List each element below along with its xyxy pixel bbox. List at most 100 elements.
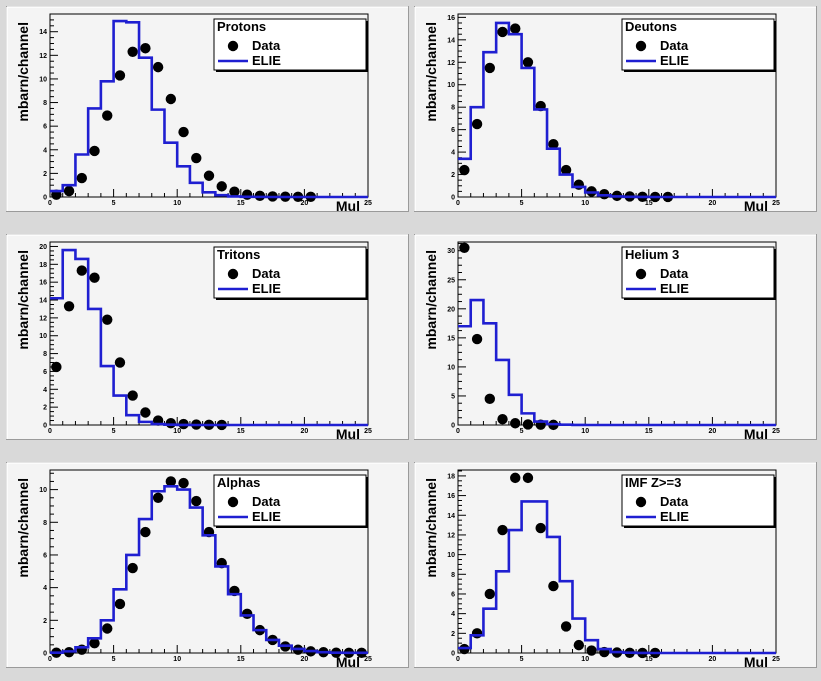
data-point <box>89 145 100 157</box>
y-tick-label: 6 <box>43 552 47 559</box>
y-tick-label: 30 <box>447 248 455 255</box>
x-axis-title: Mul <box>336 426 360 442</box>
y-tick-label: 4 <box>43 585 47 592</box>
data-point <box>497 26 508 38</box>
legend-title: Alphas <box>217 475 260 490</box>
data-point <box>114 357 126 368</box>
data-point <box>165 476 177 487</box>
data-point <box>140 526 151 538</box>
data-point <box>127 390 138 401</box>
legend-elie-label: ELIE <box>252 53 281 68</box>
x-tick-label: 20 <box>709 428 717 435</box>
data-point <box>510 472 521 484</box>
y-tick-label: 10 <box>447 82 455 89</box>
data-point <box>522 419 534 430</box>
legend-data-marker <box>227 268 239 280</box>
data-point <box>127 46 138 57</box>
y-tick-label: 10 <box>39 487 47 494</box>
x-tick-label: 25 <box>772 428 780 435</box>
x-tick-label: 10 <box>581 428 589 435</box>
x-tick-label: 10 <box>581 656 589 663</box>
y-tick-label: 8 <box>43 351 47 358</box>
data-point <box>178 477 189 489</box>
y-tick-label: 4 <box>451 150 455 157</box>
x-tick-label: 25 <box>772 656 780 663</box>
data-point <box>459 164 470 176</box>
y-tick-label: 4 <box>43 147 47 154</box>
y-tick-label: 20 <box>39 244 47 251</box>
y-tick-label: 6 <box>451 591 455 598</box>
data-point <box>76 172 88 184</box>
data-point <box>573 179 585 190</box>
data-point <box>471 118 483 130</box>
data-point <box>89 637 100 649</box>
data-point <box>89 272 100 283</box>
legend-title: Tritons <box>217 247 260 262</box>
data-point <box>510 418 521 429</box>
data-point <box>241 608 253 619</box>
x-tick-label: 0 <box>456 200 460 207</box>
y-tick-label: 2 <box>43 171 47 178</box>
data-point <box>229 186 240 197</box>
data-point <box>497 524 508 536</box>
legend-data-label: Data <box>660 38 689 53</box>
y-tick-label: 10 <box>39 333 47 340</box>
y-tick-label: 6 <box>451 127 455 134</box>
x-tick-label: 20 <box>709 656 717 663</box>
data-point <box>471 333 483 345</box>
y-tick-label: 8 <box>451 572 455 579</box>
y-tick-label: 0 <box>43 651 47 658</box>
data-point <box>63 301 75 312</box>
x-axis-title: Mul <box>744 426 768 442</box>
y-tick-label: 0 <box>43 195 47 202</box>
x-tick-label: 5 <box>520 200 524 207</box>
legend-title: Helium 3 <box>625 247 679 262</box>
data-point <box>471 628 483 639</box>
y-tick-label: 2 <box>451 631 455 638</box>
series-elie-line <box>50 485 368 655</box>
chart-panel-0: 0 2 4 6 8 10 12 14 0 5 10 15 20 25 Mul mbarn/channel Pro… <box>6 6 409 214</box>
y-axis-title: mbarn/channel <box>15 250 31 350</box>
y-tick-label: 10 <box>39 76 47 83</box>
x-tick-label: 5 <box>112 656 116 663</box>
data-point <box>535 522 546 534</box>
x-tick-label: 25 <box>364 200 372 207</box>
y-axis-title: mbarn/channel <box>15 22 31 122</box>
y-tick-label: 20 <box>447 306 455 313</box>
data-point <box>102 623 113 634</box>
legend-elie-label: ELIE <box>252 281 281 296</box>
y-tick-label: 2 <box>43 405 47 412</box>
data-point <box>459 242 470 254</box>
series-elie-line <box>458 298 776 427</box>
x-tick-label: 5 <box>112 200 116 207</box>
x-tick-label: 5 <box>520 656 524 663</box>
legend-title: Deutons <box>625 19 677 34</box>
y-tick-label: 6 <box>43 124 47 131</box>
x-tick-label: 15 <box>237 200 245 207</box>
legend-data-label: Data <box>252 494 281 509</box>
x-tick-label: 10 <box>173 200 181 207</box>
legend-title: IMF Z>=3 <box>625 475 681 490</box>
data-point <box>548 580 559 592</box>
x-tick-label: 20 <box>301 656 309 663</box>
x-tick-label: 0 <box>456 656 460 663</box>
y-tick-label: 14 <box>447 513 455 520</box>
x-tick-label: 15 <box>645 656 653 663</box>
x-tick-label: 25 <box>364 428 372 435</box>
data-point <box>560 164 572 176</box>
x-axis-title: Mul <box>744 198 768 214</box>
x-tick-label: 5 <box>520 428 524 435</box>
x-tick-label: 0 <box>48 200 52 207</box>
series-elie-line <box>458 21 776 199</box>
y-tick-label: 8 <box>43 520 47 527</box>
y-axis-title: mbarn/channel <box>423 22 439 122</box>
data-point <box>140 407 151 418</box>
data-point <box>114 70 126 81</box>
data-point <box>522 472 534 484</box>
series-elie-line <box>50 248 368 427</box>
data-point <box>586 645 597 656</box>
y-tick-label: 4 <box>43 387 47 394</box>
y-tick-label: 4 <box>451 611 455 618</box>
y-tick-label: 8 <box>43 100 47 107</box>
